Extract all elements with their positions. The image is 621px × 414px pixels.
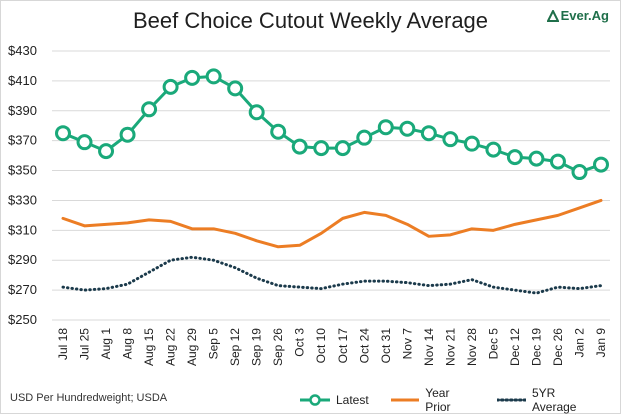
- y-tick-label: $310: [8, 222, 37, 237]
- data-point-latest: [119, 126, 136, 143]
- source-note: USD Per Hundredweight; USDA: [10, 392, 168, 404]
- y-tick-label: $370: [8, 133, 37, 148]
- x-tick-label: Oct 31: [379, 328, 393, 364]
- x-tick-label: Sep 5: [207, 328, 221, 360]
- data-point-latest: [227, 80, 244, 97]
- x-tick-label: Oct 17: [336, 328, 350, 364]
- legend: Latest Year Prior 5YR Average: [300, 386, 621, 414]
- y-axis: $250 $270 $290 $310 $330 $350 $370 $390 $410 $430: [8, 43, 37, 327]
- brand-logo: Ever.Ag: [546, 8, 609, 23]
- legend-item-five-yr: 5YR Average: [497, 386, 599, 414]
- data-point-latest: [420, 125, 437, 142]
- ever-ag-logo-icon: [546, 9, 559, 22]
- x-tick-label: Dec 19: [529, 328, 543, 366]
- x-tick-label: Nov 21: [443, 328, 457, 366]
- data-point-latest: [76, 134, 93, 151]
- data-point-latest: [399, 120, 416, 137]
- y-tick-label: $270: [8, 282, 37, 297]
- x-tick-label: Dec 12: [508, 328, 522, 366]
- x-tick-label: Jan 2: [572, 328, 586, 358]
- y-tick-label: $410: [8, 73, 37, 88]
- legend-label-latest: Latest: [336, 393, 369, 407]
- data-point-latest: [571, 164, 588, 181]
- x-tick-label: Aug 29: [185, 328, 199, 366]
- data-point-latest: [593, 156, 609, 173]
- data-point-latest: [313, 140, 330, 157]
- x-tick-label: Nov 7: [400, 328, 414, 360]
- data-point-latest: [377, 119, 394, 136]
- y-tick-label: $290: [8, 252, 37, 267]
- x-tick-label: Nov 28: [465, 328, 479, 366]
- legend-swatch-latest-icon: [300, 394, 330, 406]
- x-tick-label: Oct 24: [357, 328, 371, 364]
- data-point-latest: [162, 78, 179, 95]
- x-tick-label: Jan 9: [594, 328, 608, 358]
- x-tick-label: Dec 26: [551, 328, 565, 366]
- x-tick-label: Sep 19: [250, 328, 264, 366]
- x-tick-label: Dec 5: [486, 328, 500, 360]
- series-line-year-prior: [61, 198, 603, 249]
- grid-lines: [52, 50, 610, 321]
- x-tick-label: Sep 26: [271, 328, 285, 366]
- data-point-latest: [485, 141, 502, 158]
- data-point-latest: [528, 150, 545, 167]
- y-tick-label: $390: [8, 103, 37, 118]
- y-tick-label: $430: [8, 43, 37, 58]
- legend-label-year-prior: Year Prior: [425, 386, 451, 414]
- y-tick-label: $330: [8, 192, 37, 207]
- x-tick-label: Aug 22: [164, 328, 178, 366]
- data-point-latest: [248, 104, 265, 121]
- series-line-5yr-average: [61, 255, 603, 295]
- x-tick-label: Aug 15: [142, 328, 156, 366]
- legend-label-five-yr: 5YR Average: [531, 386, 577, 414]
- data-point-latest: [205, 68, 222, 85]
- data-point-latest: [55, 125, 71, 142]
- data-point-latest: [463, 135, 480, 152]
- data-point-latest: [506, 149, 523, 166]
- data-point-latest: [184, 69, 201, 86]
- x-axis: Jul 18 Jul 25 Aug 1 Aug 8 Aug 15 Aug 22 Aug 29…: [56, 328, 608, 366]
- x-tick-label: Sep 12: [228, 328, 242, 366]
- y-tick-label: $250: [8, 312, 37, 327]
- y-tick-label: $350: [8, 163, 37, 178]
- x-tick-label: Oct 3: [293, 328, 307, 357]
- x-tick-label: Aug 1: [99, 328, 113, 360]
- data-point-latest: [356, 129, 373, 146]
- legend-item-year-prior: Year Prior: [390, 386, 476, 414]
- logo-text: Ever.Ag: [560, 8, 609, 23]
- legend-swatch-five-yr-icon: [497, 398, 526, 402]
- chart-title: Beef Choice Cutout Weekly Average: [132, 8, 489, 33]
- x-tick-label: Jul 25: [78, 328, 92, 360]
- data-point-latest: [334, 140, 351, 157]
- x-tick-label: Jul 18: [56, 328, 70, 360]
- data-point-latest: [98, 143, 115, 160]
- x-tick-label: Nov 14: [422, 328, 436, 366]
- data-point-latest: [549, 153, 566, 170]
- legend-item-latest: Latest: [300, 393, 369, 407]
- x-tick-label: Oct 10: [314, 328, 328, 364]
- data-point-latest: [291, 138, 308, 155]
- x-tick-label: Aug 8: [121, 328, 135, 360]
- data-point-latest: [442, 131, 459, 148]
- data-point-latest: [141, 101, 158, 118]
- series-group: [55, 68, 609, 295]
- data-point-latest: [270, 123, 287, 140]
- legend-swatch-year-prior-icon: [390, 398, 420, 402]
